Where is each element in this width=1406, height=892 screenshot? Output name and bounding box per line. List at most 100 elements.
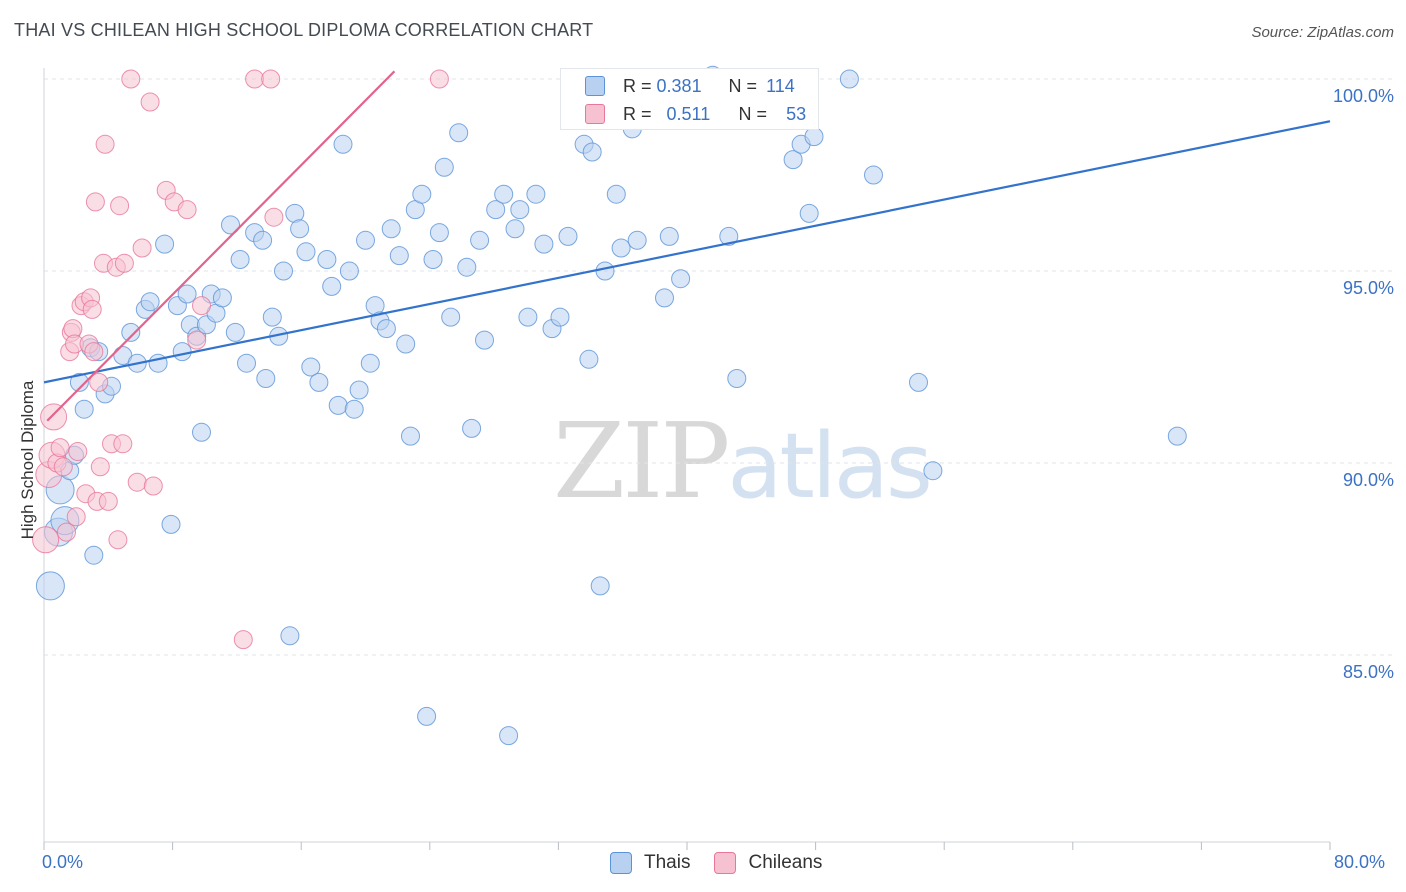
watermark-zip: ZIP bbox=[553, 400, 730, 522]
legend-n-value: 53 bbox=[786, 103, 807, 124]
chilean-point bbox=[84, 342, 104, 362]
chilean-point bbox=[98, 491, 118, 511]
watermark: ZIPatlas bbox=[553, 400, 933, 522]
thai-point bbox=[423, 250, 443, 269]
thai-point bbox=[389, 246, 409, 266]
thai-point bbox=[172, 342, 192, 362]
legend-n-label: N = bbox=[728, 75, 758, 96]
chilean-point bbox=[127, 472, 147, 492]
chilean-point bbox=[264, 207, 284, 227]
thai-point bbox=[140, 292, 160, 312]
stats-legend: R = 0.381 N = 114 R = 0.511 N = 53 bbox=[560, 68, 819, 130]
thai-point bbox=[155, 234, 175, 254]
chilean-point bbox=[429, 69, 449, 89]
chilean-point bbox=[32, 526, 60, 554]
thai-point bbox=[84, 545, 104, 565]
thai-point bbox=[518, 307, 538, 327]
thai-point bbox=[611, 238, 631, 258]
chilean-point bbox=[53, 457, 73, 477]
chilean-point bbox=[89, 372, 109, 392]
chilean-point bbox=[233, 630, 253, 650]
thai-point bbox=[376, 319, 396, 339]
thais-legend-swatch bbox=[610, 852, 632, 874]
chilean-point bbox=[82, 299, 102, 319]
thai-point bbox=[212, 288, 232, 308]
thai-point bbox=[449, 123, 469, 143]
thai-point bbox=[550, 307, 570, 327]
thai-point bbox=[253, 230, 273, 250]
chilean-point bbox=[57, 522, 76, 542]
thai-point bbox=[558, 226, 578, 246]
thai-point bbox=[804, 127, 824, 147]
chilean-point bbox=[177, 200, 197, 220]
thai-point bbox=[486, 200, 506, 220]
chileans-swatch bbox=[585, 104, 605, 124]
thai-point bbox=[309, 372, 329, 392]
thai-point bbox=[230, 250, 250, 269]
thai-point bbox=[344, 399, 364, 419]
thai-point bbox=[417, 706, 437, 726]
y-axis-label: High School Diploma bbox=[18, 380, 37, 540]
legend-r-value: 0.511 bbox=[666, 103, 711, 124]
legend-item-thais: Thais bbox=[610, 852, 690, 874]
thai-point bbox=[470, 230, 490, 250]
thai-point bbox=[381, 219, 401, 239]
thai-point bbox=[360, 353, 380, 373]
thais-legend-label: Thais bbox=[644, 852, 691, 873]
thai-point bbox=[225, 322, 245, 342]
thai-point bbox=[317, 250, 337, 269]
thai-point bbox=[727, 369, 747, 388]
chilean-point bbox=[108, 530, 128, 550]
chilean-point bbox=[40, 403, 68, 431]
thai-point bbox=[441, 307, 461, 327]
thai-point bbox=[434, 157, 454, 177]
thai-point bbox=[627, 230, 647, 250]
source-label: Source: ZipAtlas.com bbox=[1251, 24, 1394, 41]
thai-point bbox=[35, 571, 65, 601]
chilean-point bbox=[132, 238, 152, 258]
chilean-point bbox=[66, 507, 86, 527]
thai-point bbox=[505, 219, 525, 239]
thai-point bbox=[510, 200, 530, 220]
x-tick-label-max: 80.0% bbox=[1334, 852, 1386, 872]
thai-trend-line bbox=[43, 120, 1331, 384]
chilean-point bbox=[90, 457, 110, 477]
legend-r-label: R = bbox=[623, 75, 652, 96]
thai-point bbox=[177, 284, 197, 304]
thai-point bbox=[412, 184, 432, 204]
thai-point bbox=[475, 330, 494, 350]
chilean-point bbox=[192, 296, 211, 316]
thai-point bbox=[296, 242, 316, 262]
thai-point bbox=[237, 353, 256, 373]
thai-point bbox=[839, 69, 859, 89]
y-tick-label: 85.0% bbox=[1342, 662, 1394, 682]
y-tick-label: 90.0% bbox=[1342, 470, 1394, 490]
thai-point bbox=[499, 726, 519, 746]
series-legend: Thais Chileans bbox=[610, 852, 846, 874]
thai-point bbox=[121, 322, 141, 342]
thai-point bbox=[719, 226, 739, 246]
chilean-point bbox=[261, 69, 281, 89]
chilean-point bbox=[68, 442, 88, 461]
chilean-point bbox=[110, 196, 130, 216]
thai-point bbox=[526, 184, 546, 204]
thai-point bbox=[221, 215, 240, 235]
chilean-point bbox=[121, 69, 141, 89]
thai-point bbox=[339, 261, 359, 281]
chilean-point bbox=[143, 476, 163, 496]
chilean-point bbox=[85, 192, 105, 212]
legend-r-value: 0.381 bbox=[656, 75, 702, 96]
thai-point bbox=[328, 395, 348, 415]
thai-point bbox=[429, 223, 449, 243]
chilean-point bbox=[187, 330, 207, 350]
thai-point bbox=[582, 142, 602, 162]
legend-n-label: N = bbox=[738, 103, 768, 124]
thai-point bbox=[494, 184, 514, 204]
thai-point bbox=[396, 334, 416, 354]
thai-point bbox=[923, 461, 943, 481]
thai-point bbox=[457, 257, 477, 277]
chilean-point bbox=[114, 253, 134, 273]
thai-point bbox=[256, 369, 276, 388]
thai-point bbox=[864, 165, 883, 185]
